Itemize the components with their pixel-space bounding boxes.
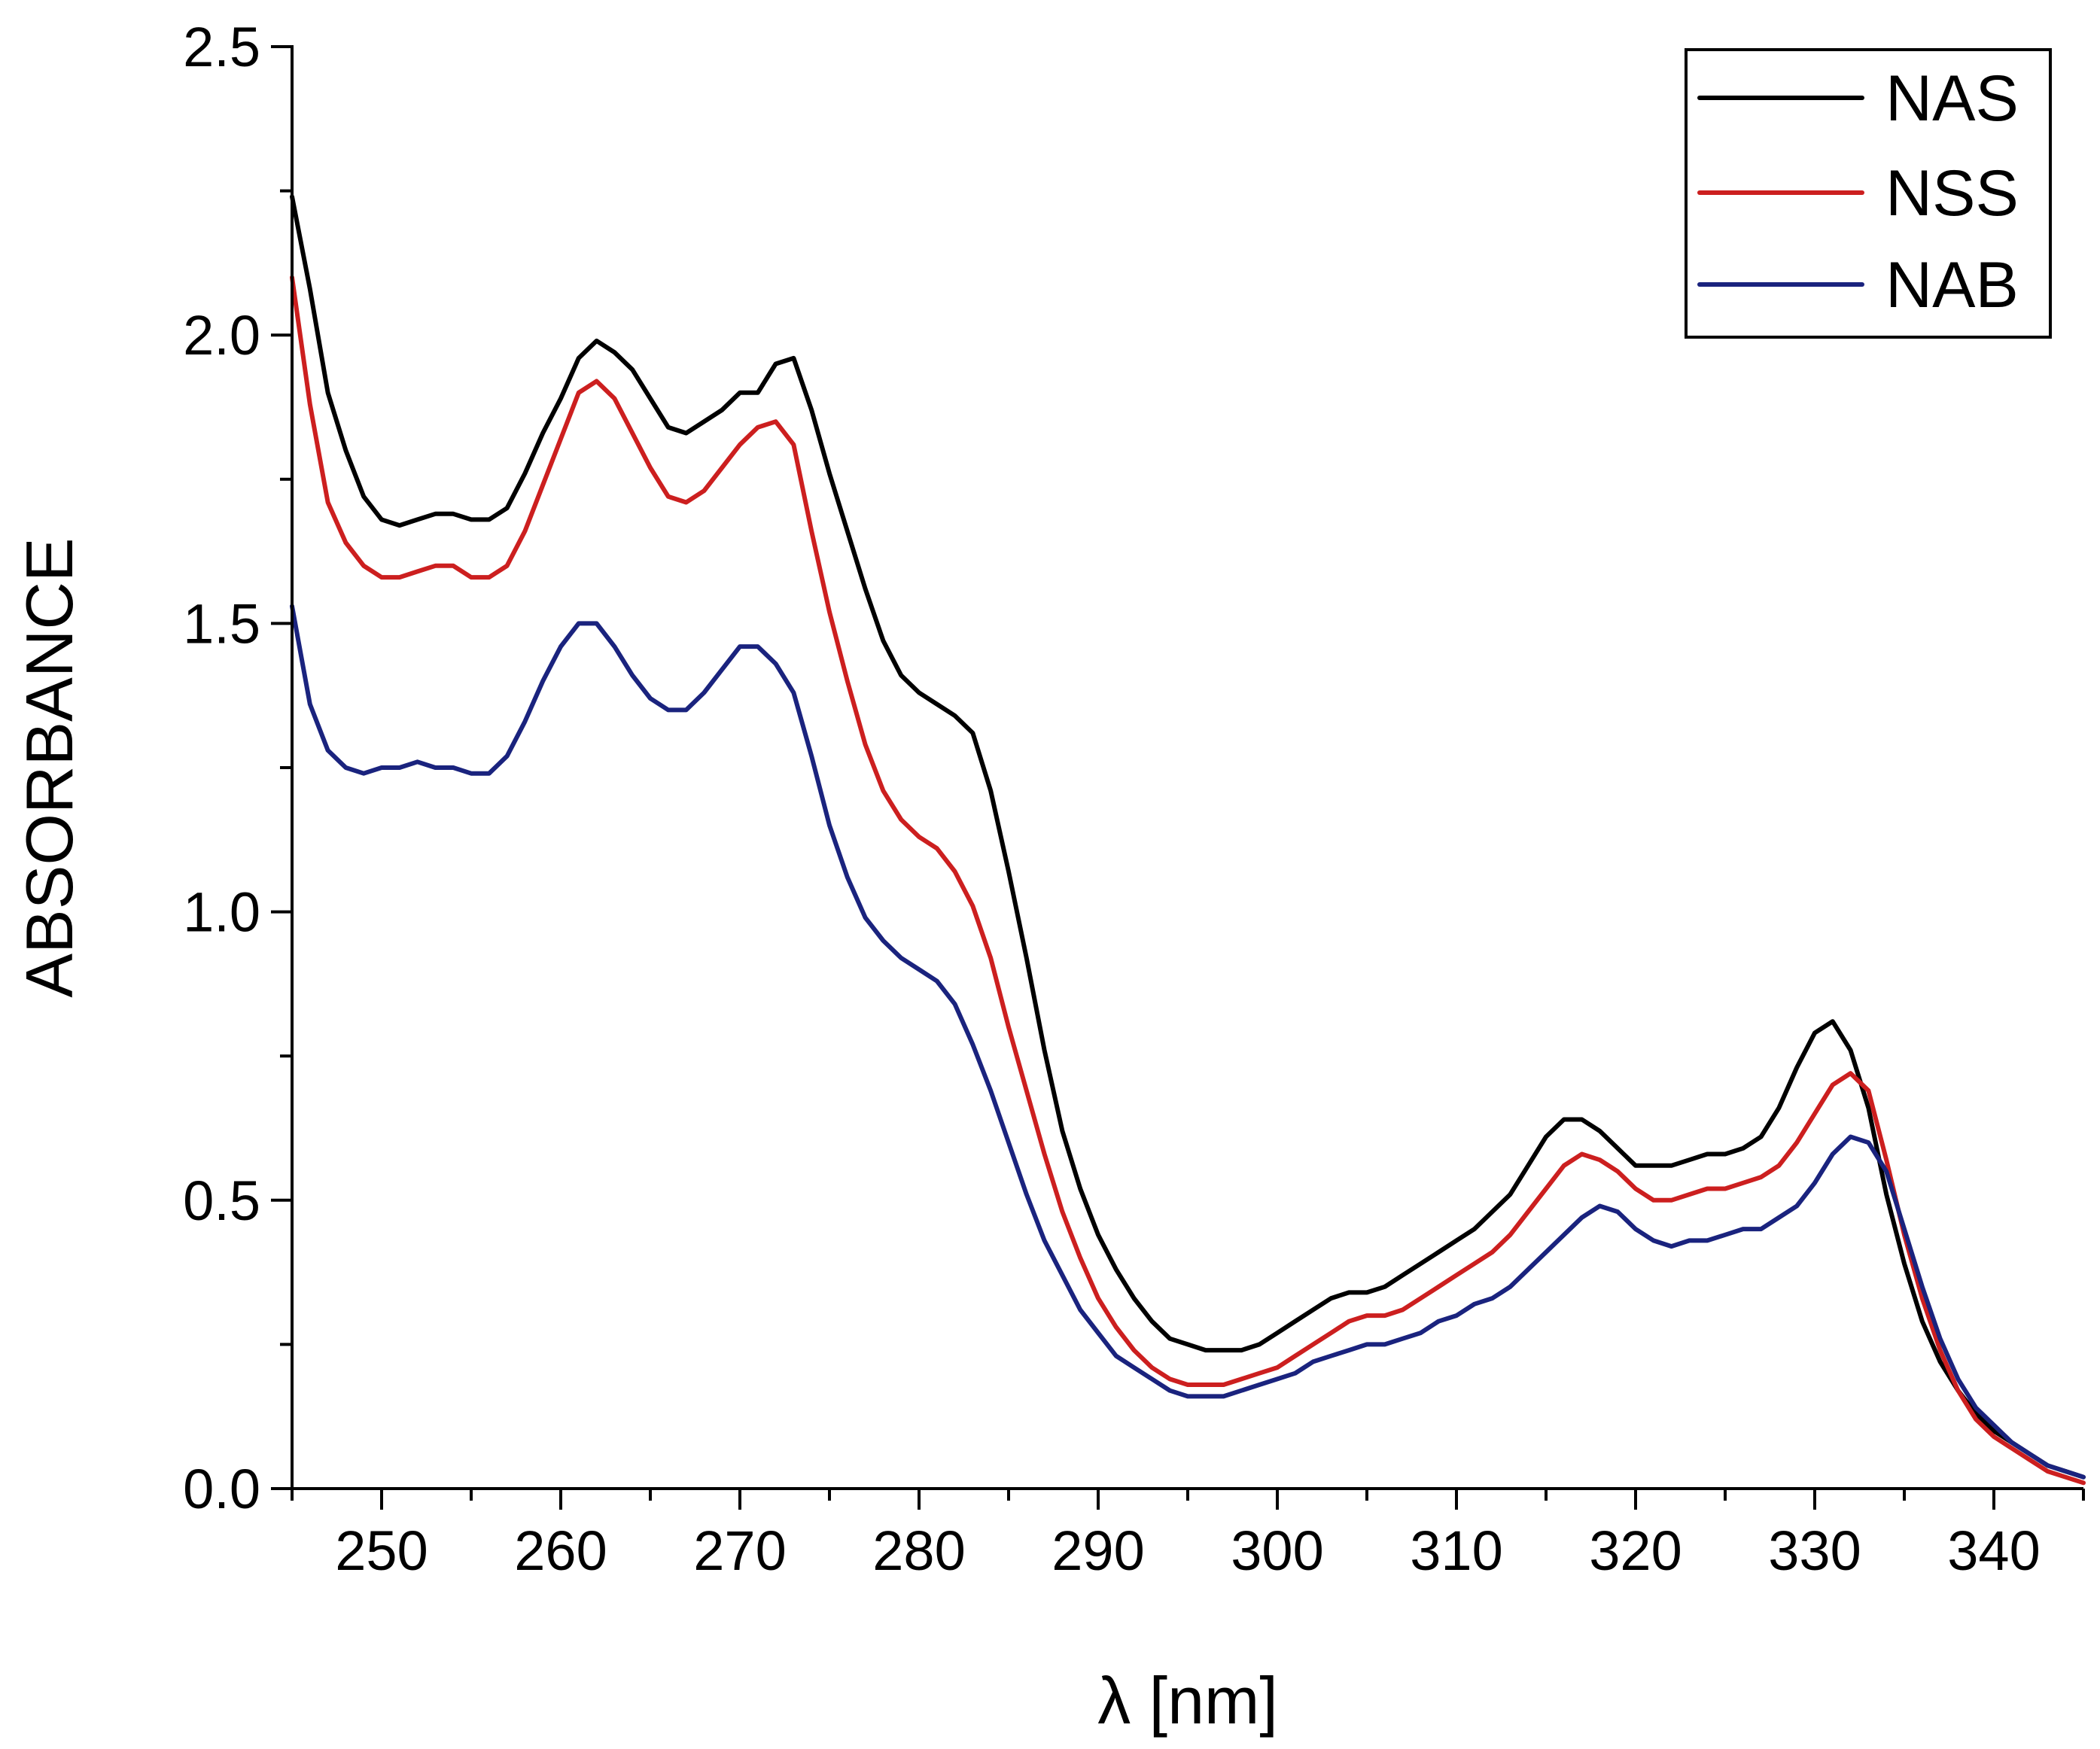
x-tick-label: 260 bbox=[514, 1519, 607, 1582]
series-line-nss bbox=[290, 275, 2086, 1486]
x-tick-label: 280 bbox=[872, 1519, 965, 1582]
y-axis-label: ABSORBANCE bbox=[12, 537, 87, 997]
x-tick-label: 250 bbox=[335, 1519, 428, 1582]
x-tick-label: 340 bbox=[1947, 1519, 2040, 1582]
x-tick-label: 270 bbox=[693, 1519, 786, 1582]
x-tick-label: 320 bbox=[1589, 1519, 1682, 1582]
axes-layer: 0.0 0.5 1.0 1.5 2.0 2.5 250 260 270 280 290 300 310 3… bbox=[183, 16, 2085, 1582]
legend-label-nas: NAS bbox=[1885, 62, 2019, 135]
y-tick-label: 2.0 bbox=[183, 304, 260, 367]
legend-label-nab: NAB bbox=[1885, 249, 2019, 321]
y-tick-label: 1.5 bbox=[183, 592, 260, 655]
x-tick-label: 330 bbox=[1768, 1519, 1861, 1582]
legend-label-nss: NSS bbox=[1885, 157, 2019, 230]
legend: NAS NSS NAB bbox=[1685, 48, 2052, 339]
y-tick-label: 2.5 bbox=[183, 16, 260, 78]
y-tick-label: 0.5 bbox=[183, 1170, 260, 1232]
series-layer bbox=[290, 194, 2086, 1486]
x-tick-label: 290 bbox=[1052, 1519, 1144, 1582]
series-line-nab bbox=[290, 604, 2086, 1480]
x-tick-label: 310 bbox=[1410, 1519, 1502, 1582]
x-axis-label: λ [nm] bbox=[1097, 1663, 1278, 1738]
x-tick-label: 300 bbox=[1231, 1519, 1323, 1582]
y-tick-label: 0.0 bbox=[183, 1458, 260, 1520]
series-line-nas bbox=[290, 194, 2086, 1480]
y-tick-label: 1.0 bbox=[183, 881, 260, 944]
